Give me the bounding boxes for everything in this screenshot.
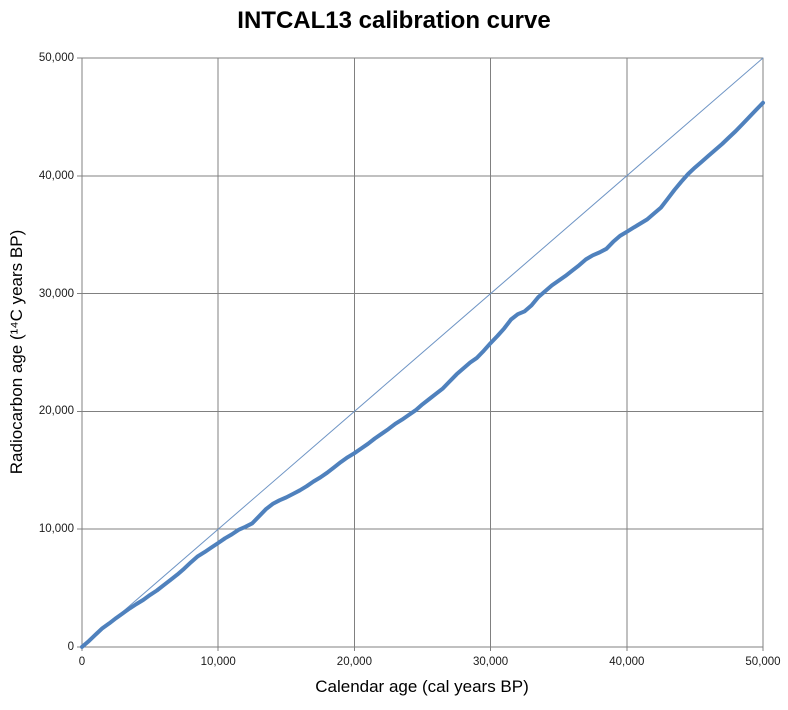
- x-axis-title: Calendar age (cal years BP): [315, 677, 529, 696]
- x-tick-label-10000: 10,000: [200, 656, 236, 668]
- chart-title: INTCAL13 calibration curve: [237, 7, 551, 34]
- y-tick-label-0: 0: [67, 641, 74, 653]
- y-axis-title: Radiocarbon age (¹⁴C years BP): [7, 229, 26, 475]
- y-tick-label-40000: 40,000: [38, 169, 74, 182]
- x-tick-label-30000: 30,000: [473, 656, 509, 668]
- y-tick-label-30000: 30,000: [38, 287, 74, 300]
- x-tick-label-0: 0: [78, 656, 86, 668]
- x-tick-label-40000: 40,000: [609, 656, 645, 668]
- x-tick-label-20000: 20,000: [336, 656, 372, 668]
- calibration-curve: [80, 100, 765, 649]
- y-tick-label-50000: 50,000: [38, 52, 74, 64]
- y-tick-label-10000: 10,000: [38, 523, 74, 536]
- y-tick-label-20000: 20,000: [38, 405, 74, 418]
- one-to-one-line: [81, 57, 764, 648]
- x-tick-label-50000: 50,000: [745, 656, 781, 668]
